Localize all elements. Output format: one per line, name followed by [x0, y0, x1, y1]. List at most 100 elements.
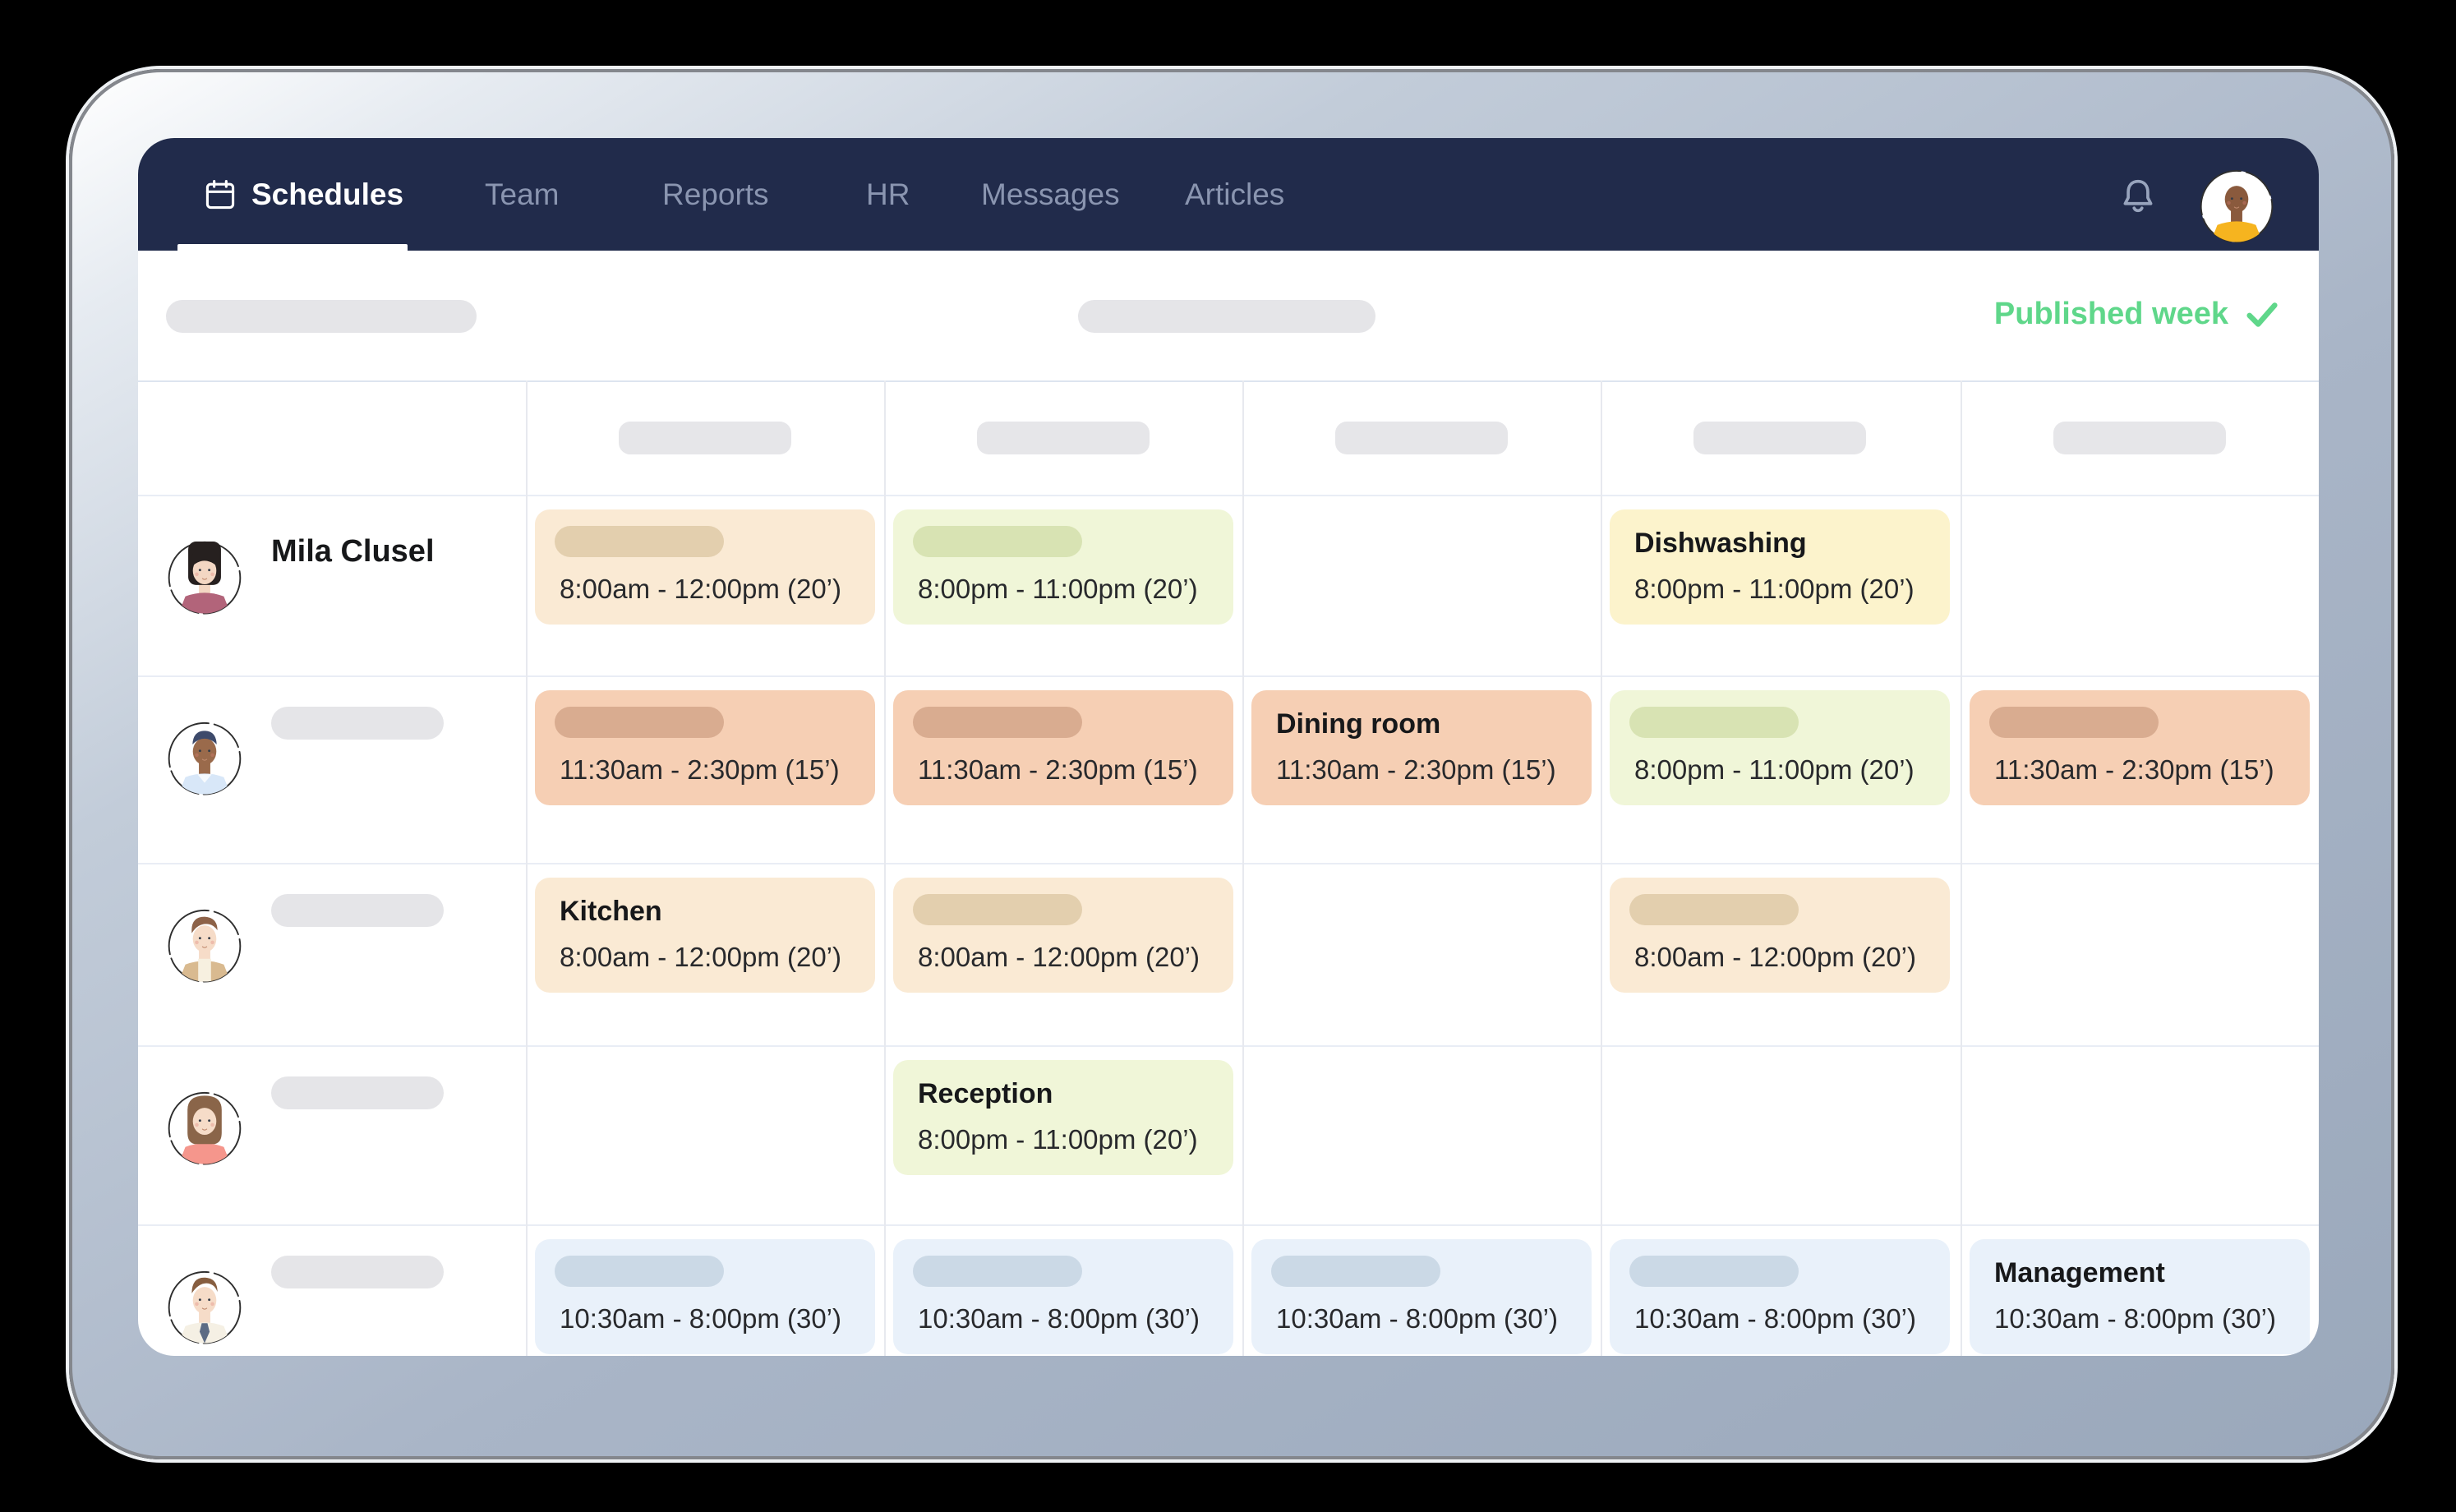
- schedule-cell[interactable]: 8:00pm - 11:00pm (20’): [884, 495, 1242, 675]
- employee-name-placeholder: [271, 707, 444, 740]
- shift-time: 11:30am - 2:30pm (15’): [918, 754, 1198, 785]
- schedule-cell[interactable]: 11:30am - 2:30pm (15’): [884, 675, 1242, 863]
- day-header-placeholder: [977, 422, 1150, 454]
- schedule-cell[interactable]: [1242, 1045, 1601, 1224]
- shift-card[interactable]: 10:30am - 8:00pm (30’): [893, 1239, 1233, 1354]
- shift-card[interactable]: 10:30am - 8:00pm (30’): [1251, 1239, 1592, 1354]
- schedule-cell[interactable]: [1242, 863, 1601, 1045]
- schedule-cell[interactable]: Dishwashing 8:00pm - 11:00pm (20’): [1601, 495, 1959, 675]
- schedule-cell[interactable]: [1961, 863, 2319, 1045]
- schedule-cell[interactable]: 10:30am - 8:00pm (30’): [1242, 1224, 1601, 1356]
- shift-title: Management: [1994, 1257, 2165, 1288]
- employee-avatar: [162, 531, 247, 616]
- shift-card[interactable]: 8:00am - 12:00pm (20’): [535, 509, 875, 625]
- shift-card[interactable]: 11:30am - 2:30pm (15’): [535, 690, 875, 805]
- grid-column-divider: [884, 380, 886, 1356]
- nav-tab-label: Reports: [662, 177, 769, 211]
- grid-row-divider: [138, 380, 2319, 382]
- published-week-status[interactable]: Published week: [1994, 295, 2281, 333]
- shift-title: Kitchen: [560, 896, 662, 927]
- top-nav: Schedules Team Reports HR Messages Artic…: [138, 138, 2319, 251]
- schedule-cell[interactable]: [1242, 495, 1601, 675]
- shift-card[interactable]: 10:30am - 8:00pm (30’): [535, 1239, 875, 1354]
- shift-title-placeholder: [913, 526, 1082, 557]
- schedule-cell[interactable]: [1961, 1045, 2319, 1224]
- schedule-cell[interactable]: 10:30am - 8:00pm (30’): [526, 1224, 884, 1356]
- shift-time: 10:30am - 8:00pm (30’): [1994, 1303, 2277, 1334]
- nav-tab-team[interactable]: Team: [485, 138, 559, 251]
- schedule-cell[interactable]: 8:00pm - 11:00pm (20’): [1601, 675, 1959, 863]
- shift-title-placeholder: [555, 707, 724, 738]
- shift-time: 8:00am - 12:00pm (20’): [560, 574, 842, 604]
- shift-card[interactable]: Dining room 11:30am - 2:30pm (15’): [1251, 690, 1592, 805]
- shift-card[interactable]: 8:00am - 12:00pm (20’): [893, 878, 1233, 993]
- schedule-cell[interactable]: Dining room 11:30am - 2:30pm (15’): [1242, 675, 1601, 863]
- app-screen: Schedules Team Reports HR Messages Artic…: [138, 138, 2319, 1356]
- active-tab-underline: [177, 244, 408, 251]
- schedule-cell[interactable]: 8:00am - 12:00pm (20’): [1601, 863, 1959, 1045]
- profile-avatar[interactable]: [2194, 159, 2279, 245]
- shift-time: 10:30am - 8:00pm (30’): [1634, 1303, 1917, 1334]
- shift-card[interactable]: 8:00am - 12:00pm (20’): [1610, 878, 1950, 993]
- grid-column-divider: [1961, 380, 1962, 1356]
- grid-row-divider: [138, 1224, 2319, 1226]
- schedule-cell[interactable]: 11:30am - 2:30pm (15’): [526, 675, 884, 863]
- shift-time: 10:30am - 8:00pm (30’): [1276, 1303, 1559, 1334]
- employee-name-placeholder: [271, 1076, 444, 1109]
- nav-tab-label: HR: [866, 177, 910, 211]
- schedule-cell[interactable]: 11:30am - 2:30pm (15’): [1961, 675, 2319, 863]
- shift-title-placeholder: [913, 707, 1082, 738]
- shift-card[interactable]: 11:30am - 2:30pm (15’): [1970, 690, 2310, 805]
- nav-tab-reports[interactable]: Reports: [662, 138, 769, 251]
- nav-tab-articles[interactable]: Articles: [1185, 138, 1284, 251]
- employee-row-header: Mila Clusel: [138, 495, 526, 675]
- shift-time: 8:00pm - 11:00pm (20’): [918, 574, 1198, 604]
- day-header-placeholder: [2053, 422, 2226, 454]
- grid-column-divider: [1242, 380, 1244, 1356]
- nav-tab-hr[interactable]: HR: [866, 138, 910, 251]
- schedule-cell[interactable]: Management 10:30am - 8:00pm (30’): [1961, 1224, 2319, 1356]
- shift-title-placeholder: [1989, 707, 2159, 738]
- check-icon: [2246, 302, 2278, 327]
- shift-card[interactable]: 8:00pm - 11:00pm (20’): [1610, 690, 1950, 805]
- shift-title-placeholder: [555, 1256, 724, 1287]
- shift-title: Reception: [918, 1078, 1053, 1109]
- schedule-cell[interactable]: 10:30am - 8:00pm (30’): [884, 1224, 1242, 1356]
- nav-tab-messages[interactable]: Messages: [981, 138, 1120, 251]
- schedule-cell[interactable]: Reception 8:00pm - 11:00pm (20’): [884, 1045, 1242, 1224]
- shift-card[interactable]: Kitchen 8:00am - 12:00pm (20’): [535, 878, 875, 993]
- shift-time: 8:00am - 12:00pm (20’): [560, 942, 842, 972]
- day-header-placeholder: [1693, 422, 1866, 454]
- employee-name: Mila Clusel: [271, 534, 435, 569]
- schedule-cell[interactable]: 8:00am - 12:00pm (20’): [884, 863, 1242, 1045]
- shift-card[interactable]: Reception 8:00pm - 11:00pm (20’): [893, 1060, 1233, 1175]
- employee-row-header: [138, 1224, 526, 1356]
- shift-title-placeholder: [913, 1256, 1082, 1287]
- shift-card[interactable]: Management 10:30am - 8:00pm (30’): [1970, 1239, 2310, 1354]
- shift-title-placeholder: [913, 894, 1082, 925]
- shift-title-placeholder: [1629, 1256, 1799, 1287]
- schedule-cell[interactable]: 10:30am - 8:00pm (30’): [1601, 1224, 1959, 1356]
- schedule-cell[interactable]: Kitchen 8:00am - 12:00pm (20’): [526, 863, 884, 1045]
- calendar-icon: [202, 177, 238, 213]
- shift-time: 11:30am - 2:30pm (15’): [1276, 754, 1556, 785]
- shift-time: 8:00pm - 11:00pm (20’): [1634, 754, 1915, 785]
- schedule-cell[interactable]: [1601, 1045, 1959, 1224]
- grid-column-divider: [1601, 380, 1602, 1356]
- shift-card[interactable]: Dishwashing 8:00pm - 11:00pm (20’): [1610, 509, 1950, 625]
- shift-title-placeholder: [1629, 894, 1799, 925]
- shift-title: Dining room: [1276, 708, 1441, 740]
- shift-card[interactable]: 11:30am - 2:30pm (15’): [893, 690, 1233, 805]
- shift-time: 8:00am - 12:00pm (20’): [918, 942, 1200, 972]
- schedule-cell[interactable]: [1961, 495, 2319, 675]
- bell-icon[interactable]: [2117, 174, 2159, 217]
- shift-time: 10:30am - 8:00pm (30’): [560, 1303, 842, 1334]
- shift-title: Dishwashing: [1634, 528, 1807, 559]
- schedule-cell[interactable]: [526, 1045, 884, 1224]
- shift-card[interactable]: 10:30am - 8:00pm (30’): [1610, 1239, 1950, 1354]
- shift-card[interactable]: 8:00pm - 11:00pm (20’): [893, 509, 1233, 625]
- schedule-cell[interactable]: 8:00am - 12:00pm (20’): [526, 495, 884, 675]
- nav-tab-schedules[interactable]: Schedules: [202, 138, 403, 251]
- shift-time: 11:30am - 2:30pm (15’): [560, 754, 840, 785]
